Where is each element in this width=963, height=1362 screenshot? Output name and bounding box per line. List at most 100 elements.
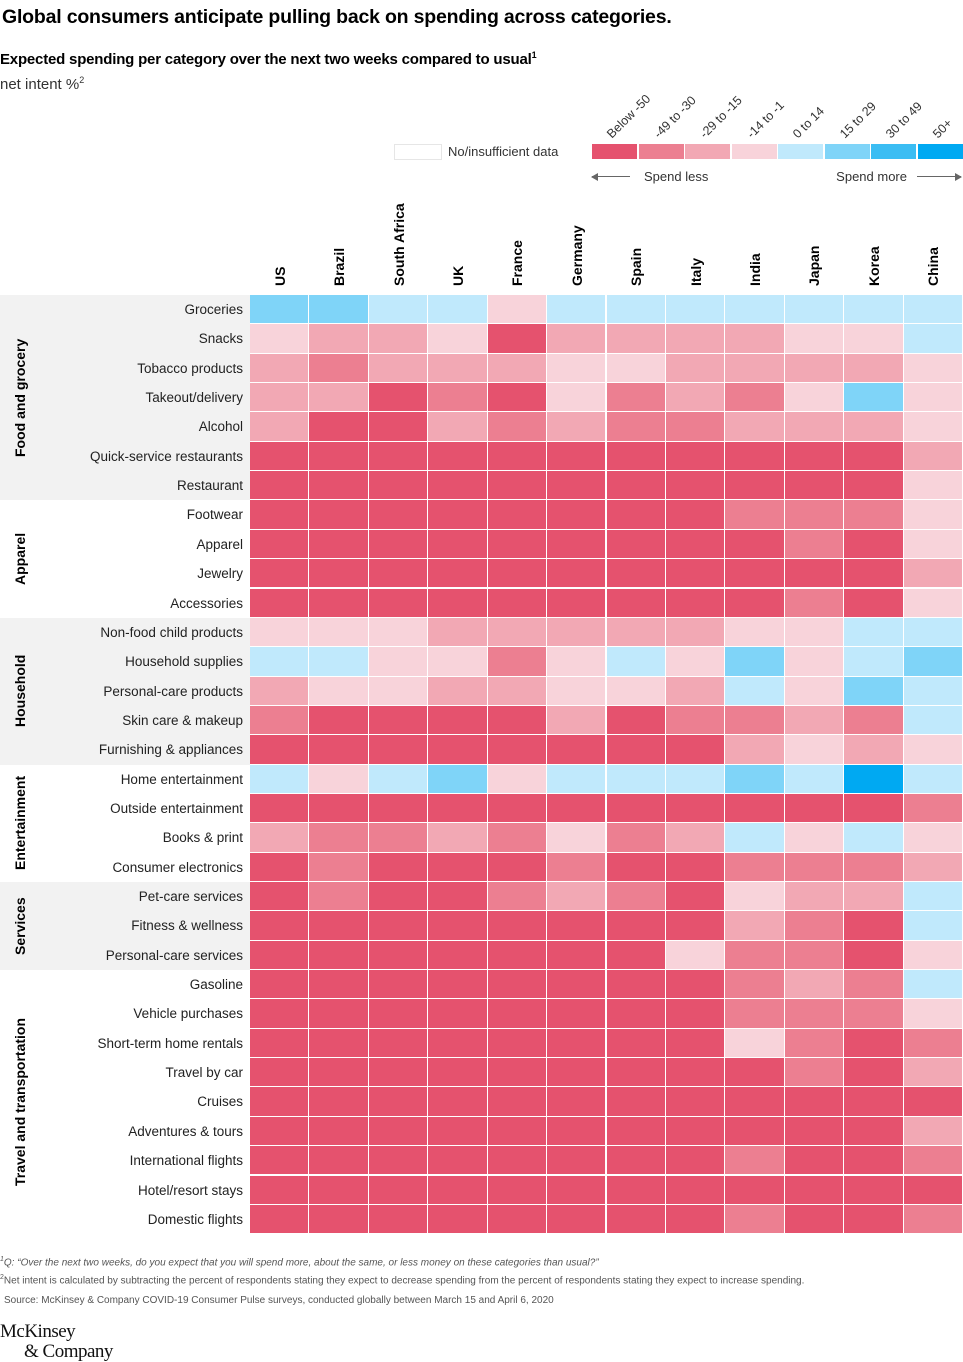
heatmap-cell-international-flights-india (725, 1146, 785, 1176)
heatmap-cell-short-term-home-rentals-south-africa (368, 1028, 429, 1059)
arrow-right-icon (917, 172, 962, 181)
heatmap-cell-quick-service-restaurants-germany (547, 441, 607, 472)
legend-label-0-to-14: 0 to 14 (790, 104, 828, 141)
heatmap-cell-outside-entertainment-south-africa (368, 793, 429, 824)
heatmap-cell-skin-care-makeup-south-africa (368, 705, 429, 736)
heatmap-cell-pet-care-services-italy (665, 882, 726, 912)
heatmap-cell-outside-entertainment-spain (606, 793, 666, 824)
legend-swatch-50 (917, 144, 963, 159)
heatmap-cell-domestic-flights-south-africa (368, 1204, 429, 1235)
row-label-groceries: Groceries (184, 302, 243, 317)
heatmap-cell-accessories-india (725, 588, 785, 618)
heatmap-cell-vehicle-purchases-japan (784, 999, 845, 1029)
heatmap-cell-furnishing-appliances-china (903, 735, 963, 765)
heatmap-cell-apparel-china (903, 529, 963, 560)
heatmap-cell-quick-service-restaurants-spain (606, 441, 666, 472)
heatmap-cell-domestic-flights-germany (547, 1204, 607, 1235)
heatmap-cell-pet-care-services-france (487, 882, 548, 912)
heatmap-cell-personal-care-services-japan (784, 940, 845, 971)
heatmap-cell-short-term-home-rentals-italy (665, 1028, 726, 1059)
group-label: Household (12, 654, 28, 728)
heatmap-cell-restaurant-uk (428, 471, 488, 501)
heatmap-cell-travel-by-car-korea (844, 1058, 904, 1088)
heatmap-cell-quick-service-restaurants-japan (784, 441, 845, 472)
heatmap-cell-vehicle-purchases-china (903, 999, 963, 1029)
heatmap-cell-personal-care-services-spain (606, 940, 666, 971)
heatmap-cell-domestic-flights-spain (606, 1204, 666, 1235)
footnote-1-text: Q: “Over the next two weeks, do you expe… (3, 1257, 599, 1269)
column-header-china: China (904, 186, 963, 286)
heatmap-cell-groceries-germany (547, 295, 607, 325)
heatmap-cell-quick-service-restaurants-brazil (309, 441, 369, 472)
heatmap-cell-snacks-us (250, 324, 310, 354)
row-label-books-print: Books & print (162, 830, 243, 846)
heatmap-cell-outside-entertainment-us (250, 793, 310, 824)
heatmap-cell-personal-care-products-korea (844, 676, 904, 706)
heatmap-cell-home-entertainment-us (250, 764, 310, 794)
heatmap-cell-apparel-japan (784, 529, 845, 560)
heatmap-cell-footwear-south-africa (368, 500, 429, 530)
legend-label-14-to-1: -14 to -1 (743, 98, 787, 141)
heatmap-cell-groceries-uk (428, 295, 488, 325)
heatmap-cell-footwear-japan (784, 500, 845, 530)
heatmap-cell-footwear-france (487, 500, 548, 530)
heatmap-cell-books-print-korea (844, 823, 904, 853)
heatmap-cell-vehicle-purchases-spain (606, 999, 666, 1029)
heatmap-cell-takeout-delivery-china (903, 383, 963, 413)
heatmap-cell-apparel-spain (606, 529, 666, 560)
heatmap-cell-books-print-south-africa (368, 823, 429, 853)
heatmap-cell-cruises-brazil (309, 1087, 369, 1117)
no-data-swatch (394, 144, 442, 160)
heatmap-cell-pet-care-services-brazil (309, 882, 369, 912)
heatmap-cell-snacks-uk (428, 324, 488, 354)
heatmap-cell-domestic-flights-india (725, 1204, 785, 1235)
heatmap-cell-home-entertainment-france (487, 764, 548, 794)
heatmap-cell-consumer-electronics-france (487, 852, 548, 882)
column-header-label: Italy (687, 257, 704, 286)
heatmap-cell-non-food-child-products-china (903, 617, 963, 648)
heatmap-cell-groceries-us (250, 295, 310, 325)
heatmap-cell-snacks-brazil (309, 324, 369, 354)
unit-text: net intent % (0, 76, 80, 93)
arrow-left-icon (591, 172, 630, 181)
heatmap-cell-cruises-china (903, 1087, 963, 1117)
heatmap-cell-accessories-korea (844, 588, 904, 618)
heatmap-cell-tobacco-products-spain (606, 353, 666, 384)
legend-swatch-15-to-29 (824, 144, 870, 159)
heatmap-cell-apparel-france (487, 529, 548, 560)
heatmap-cell-home-entertainment-china (903, 764, 963, 794)
heatmap-cell-outside-entertainment-uk (428, 793, 488, 824)
heatmap-cell-groceries-spain (606, 295, 666, 325)
heatmap-cell-fitness-wellness-france (487, 911, 548, 941)
heatmap-cell-outside-entertainment-france (487, 793, 548, 824)
column-header-label: US (271, 266, 288, 286)
heatmap-cell-adventures-tours-india (725, 1116, 785, 1147)
heatmap-cell-skin-care-makeup-france (487, 705, 548, 736)
heatmap-cell-home-entertainment-italy (665, 764, 726, 794)
heatmap-cell-quick-service-restaurants-india (725, 441, 785, 472)
heatmap-cell-personal-care-services-italy (665, 940, 726, 971)
heatmap-cell-groceries-italy (665, 295, 726, 325)
heatmap-cell-furnishing-appliances-france (487, 735, 548, 765)
heatmap-cell-non-food-child-products-france (487, 617, 548, 648)
heatmap-cell-tobacco-products-italy (665, 353, 726, 384)
heatmap-cell-apparel-india (725, 529, 785, 560)
heatmap-grid (250, 295, 963, 1235)
heatmap-cell-footwear-uk (428, 500, 488, 530)
heatmap-cell-adventures-tours-korea (844, 1116, 904, 1147)
heatmap-cell-jewelry-spain (606, 559, 666, 589)
heatmap-cell-adventures-tours-uk (428, 1116, 488, 1147)
heatmap-cell-skin-care-makeup-germany (547, 705, 607, 736)
column-header-label: Korea (865, 246, 882, 286)
heatmap-cell-groceries-china (903, 295, 963, 325)
heatmap-cell-pet-care-services-china (903, 882, 963, 912)
heatmap-cell-vehicle-purchases-brazil (309, 999, 369, 1029)
heatmap-cell-personal-care-services-brazil (309, 940, 369, 971)
heatmap-cell-outside-entertainment-germany (547, 793, 607, 824)
heatmap-cell-furnishing-appliances-japan (784, 735, 845, 765)
heatmap-cell-restaurant-germany (547, 471, 607, 501)
heatmap-cell-hotel-resort-stays-france (487, 1175, 548, 1205)
heatmap-cell-outside-entertainment-italy (665, 793, 726, 824)
heatmap-cell-skin-care-makeup-us (250, 705, 310, 736)
heatmap-cell-cruises-korea (844, 1087, 904, 1117)
